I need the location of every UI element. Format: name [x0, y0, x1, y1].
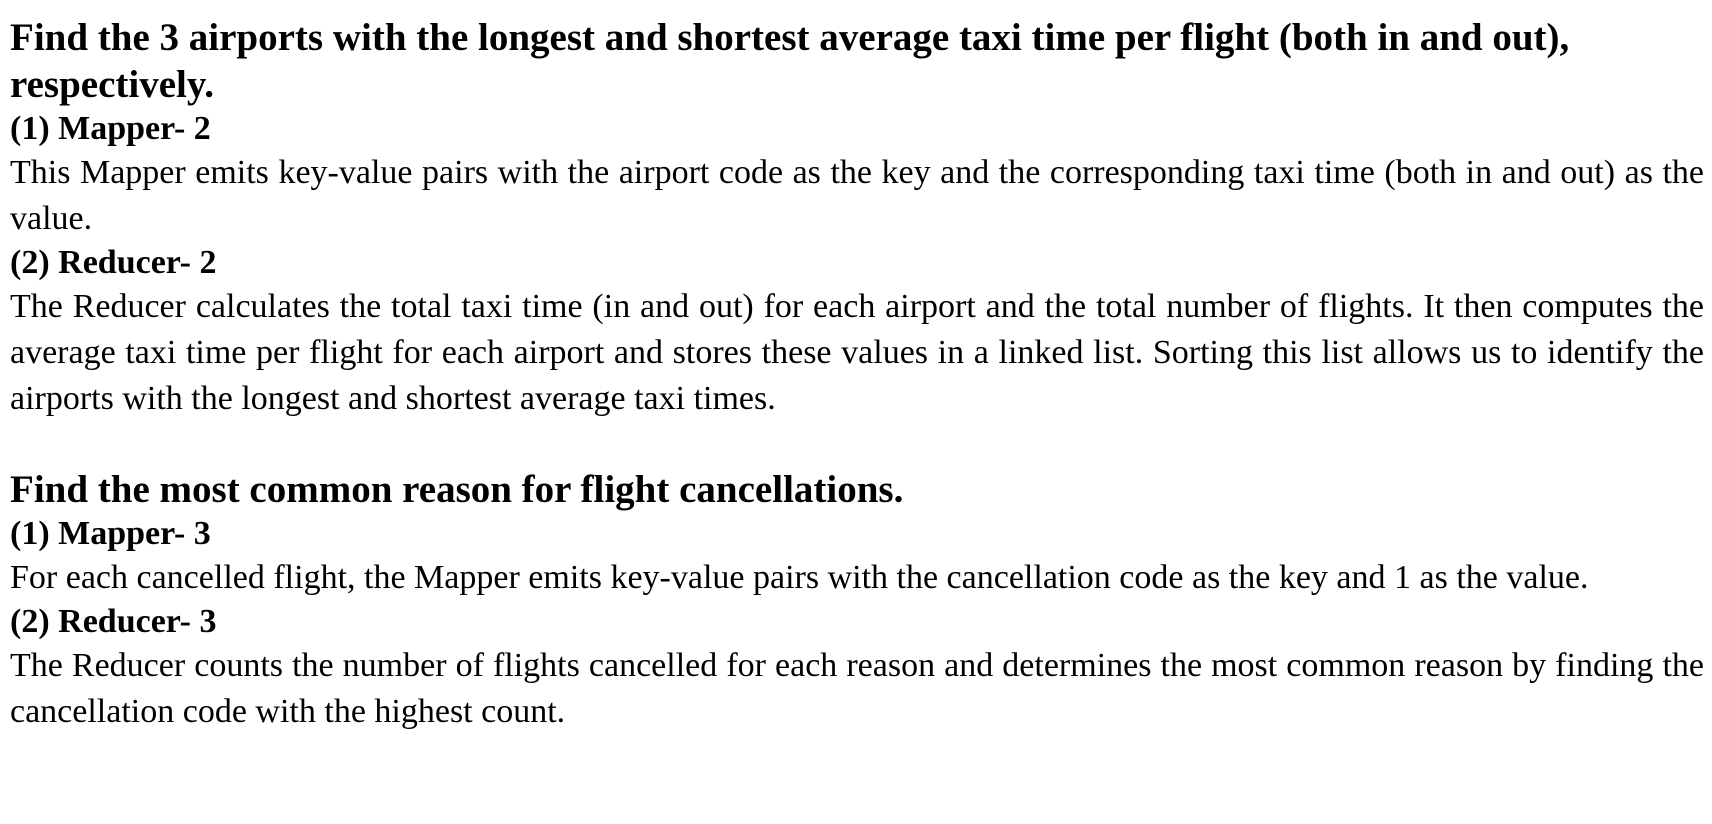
- reducer-title: (2) Reducer- 3: [10, 603, 217, 640]
- reducer-title: (2) Reducer- 2: [10, 244, 217, 281]
- section-cancellations: Find the most common reason for flight c…: [10, 466, 1704, 735]
- reducer-description: The Reducer counts the number of flights…: [10, 647, 1704, 730]
- mapper-description: This Mapper emits key-value pairs with t…: [10, 154, 1704, 237]
- mapper-title: (1) Mapper- 3: [10, 515, 211, 552]
- mapper-description: For each cancelled flight, the Mapper em…: [10, 559, 1589, 596]
- reducer-description: The Reducer calculates the total taxi ti…: [10, 288, 1704, 417]
- mapper-title: (1) Mapper- 2: [10, 110, 211, 147]
- section-heading: Find the most common reason for flight c…: [10, 468, 904, 511]
- section-taxi-time: Find the 3 airports with the longest and…: [10, 14, 1704, 422]
- section-heading: Find the 3 airports with the longest and…: [10, 16, 1570, 106]
